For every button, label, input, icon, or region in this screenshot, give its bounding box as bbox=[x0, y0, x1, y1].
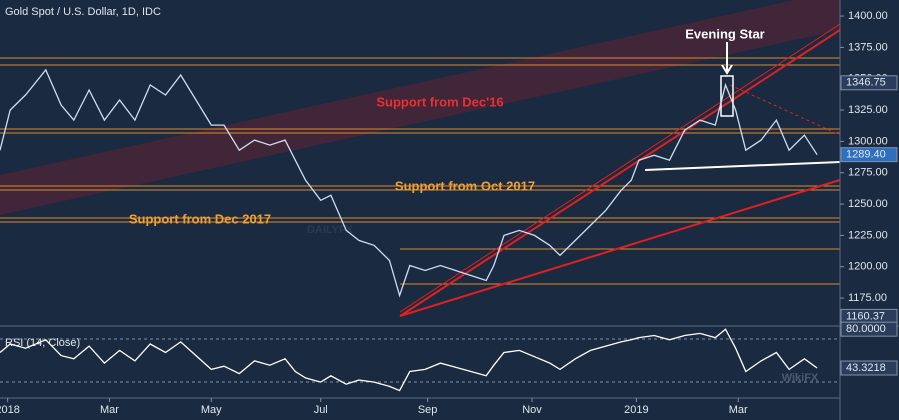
y-tick-label: 1175.00 bbox=[848, 292, 887, 304]
y-tick-label: 1200.00 bbox=[848, 261, 888, 273]
y-tick-label: 1325.00 bbox=[848, 104, 888, 116]
watermark: WikiFX bbox=[782, 372, 819, 384]
price-marker-label: 1346.75 bbox=[846, 77, 886, 89]
series-line bbox=[0, 328, 818, 392]
x-tick-label: 2019 bbox=[624, 404, 648, 416]
x-tick-label: Nov bbox=[522, 404, 542, 416]
series-line bbox=[0, 68, 818, 298]
price-marker-label: 1289.40 bbox=[846, 149, 886, 161]
price-marker bbox=[840, 321, 898, 337]
price-marker bbox=[840, 147, 898, 163]
y-tick-label: 1275.00 bbox=[848, 167, 888, 179]
y-tick-label: 1375.00 bbox=[848, 41, 888, 53]
price-marker bbox=[840, 360, 898, 376]
price-marker-label: 43.3218 bbox=[846, 362, 886, 374]
x-tick-label: May bbox=[201, 404, 222, 416]
watermark: DAILYFX bbox=[307, 224, 354, 236]
price-marker-label: 80.0000 bbox=[846, 323, 886, 335]
price-marker-label: 1160.37 bbox=[846, 310, 885, 322]
chart-title: Gold Spot / U.S. Dollar, 1D, IDC bbox=[5, 6, 161, 18]
annotation: Support from Dec'16 bbox=[376, 94, 503, 109]
annotation: Support from Oct 2017 bbox=[395, 178, 535, 193]
x-tick-label: Mar bbox=[729, 404, 748, 416]
y-tick-label: 1225.00 bbox=[848, 229, 888, 241]
x-tick-label: Sep bbox=[418, 404, 438, 416]
x-tick-label: 2018 bbox=[0, 404, 20, 416]
y-tick-label: 1300.00 bbox=[848, 135, 888, 147]
y-tick-label: 1400.00 bbox=[848, 10, 888, 22]
x-tick-label: Mar bbox=[100, 404, 119, 416]
price-marker bbox=[840, 75, 898, 91]
y-tick-label: 1250.00 bbox=[848, 198, 888, 210]
indicator-title: RSI (14, Close) bbox=[5, 337, 80, 349]
annotation: Support from Dec 2017 bbox=[129, 211, 271, 226]
annotation: Evening Star bbox=[685, 26, 764, 41]
x-tick-label: Jul bbox=[314, 404, 328, 416]
